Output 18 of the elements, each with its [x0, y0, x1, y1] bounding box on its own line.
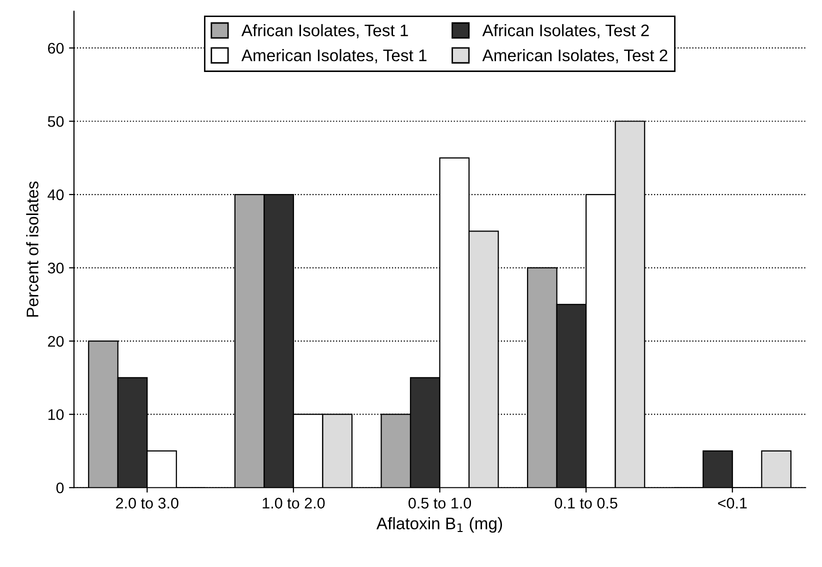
y-tick-label: 40 — [48, 189, 64, 200]
y-tick-label: 10 — [48, 409, 64, 420]
y-tick-label: 60 — [48, 42, 64, 54]
x-axis-title: Aflatoxin B$_{1}$ (mg) — [376, 517, 502, 533]
x-tick-label: <0.1 — [718, 498, 747, 509]
y-tick-label: 50 — [48, 116, 64, 127]
y-tick-label: 20 — [48, 336, 64, 347]
x-tick-label: 2.0 to 3.0 — [116, 498, 178, 509]
x-tick-label: 0.5 to 1.0 — [408, 498, 472, 509]
legend-label: African Isolates, Test 2 — [482, 24, 649, 38]
x-tick-label: 1.0 to 2.0 — [262, 498, 325, 509]
y-tick-label: 30 — [48, 262, 64, 274]
legend-label: African Isolates, Test 1 — [241, 24, 408, 38]
x-tick-label: 0.1 to 0.5 — [554, 498, 618, 509]
legend-label: American Isolates, Test 1 — [241, 49, 426, 64]
legend-label: American Isolates, Test 2 — [482, 49, 668, 64]
y-axis-title: Percent of isolates — [26, 182, 38, 317]
y-tick-label: 0 — [56, 482, 64, 494]
